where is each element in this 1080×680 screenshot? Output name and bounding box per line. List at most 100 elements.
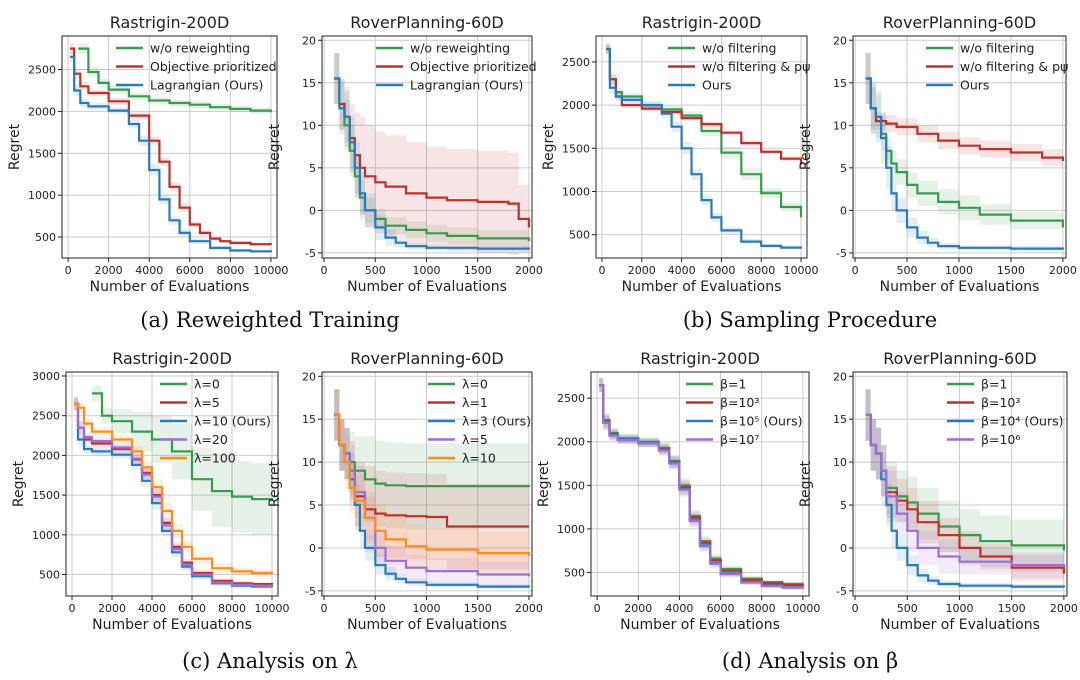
legend-label: λ=5 [194, 395, 220, 410]
legend-label: β=1 [720, 377, 746, 392]
series-band [74, 397, 272, 589]
y-tick-label: 10 [302, 119, 316, 132]
y-tick-label: 2000 [32, 449, 60, 462]
x-tick-label: 6000 [178, 602, 206, 615]
x-tick-label: 0 [594, 602, 601, 615]
legend-label: w/o reweighting [410, 41, 510, 56]
x-tick-label: 2000 [1050, 602, 1078, 615]
y-axis-label: Regret [7, 123, 23, 170]
y-tick-label: 10 [833, 119, 847, 132]
chart-title: RoverPlanning-60D [883, 349, 1036, 368]
y-tick-label: 1500 [562, 142, 590, 155]
legend-label: Ours [960, 78, 989, 93]
chart-panel-3: 0 2000 4000 6000 8000 10000 500 1000 1500 2000 250… [541, 13, 819, 295]
y-tick-label: 500 [35, 231, 56, 244]
y-axis-label: Regret [11, 460, 27, 507]
x-tick-label: 0 [69, 602, 76, 615]
y-tick-label: 10 [302, 456, 316, 469]
x-tick-label: 0 [852, 602, 859, 615]
legend-label: w/o filtering & pψ [960, 59, 1068, 74]
y-axis-label: Regret [267, 123, 283, 170]
legend-label: λ=1 [462, 395, 488, 410]
axes-frame [65, 371, 279, 597]
y-tick-label: 1500 [32, 489, 60, 502]
y-tick-label: 20 [833, 370, 847, 383]
chart-panel-2: 0 500 1000 1500 2000 -5 0 5 10 15 20 RoverPlanning-… [267, 13, 543, 295]
legend-label: β=10³ [981, 395, 1020, 410]
x-axis-label: Number of Evaluations [90, 279, 250, 295]
legend-label: λ=100 [194, 451, 236, 466]
series-band [606, 43, 801, 251]
x-tick-label: 8000 [216, 264, 244, 277]
series-line [92, 392, 274, 501]
x-tick-label: 1500 [998, 602, 1026, 615]
y-axis-label: Regret [267, 460, 283, 507]
x-tick-label: 1000 [945, 264, 973, 277]
plot-area [606, 43, 803, 251]
y-tick-label: 2500 [32, 410, 60, 423]
x-tick-label: 2000 [515, 264, 543, 277]
y-tick-label: 1000 [28, 189, 56, 202]
y-tick-label: -5 [836, 247, 847, 260]
x-tick-label: 8000 [748, 602, 776, 615]
legend-label: Lagrangian (Ours) [150, 78, 263, 93]
y-tick-label: 10 [833, 456, 847, 469]
chart-panel-1: 0 2000 4000 6000 8000 10000 500 1000 1500 2000 250… [7, 13, 288, 295]
chart-title: RoverPlanning-60D [883, 13, 1036, 32]
series-line [74, 402, 274, 575]
plot-area [865, 53, 1064, 252]
legend-label: λ=10 (Ours) [194, 414, 271, 429]
x-tick-label: 1500 [464, 264, 492, 277]
series-line [70, 47, 272, 246]
series-band [92, 385, 272, 536]
caption-c: (c) Analysis on λ [182, 649, 358, 673]
x-tick-label: 1000 [412, 264, 440, 277]
y-tick-label: 15 [302, 77, 316, 90]
x-tick-label: 0 [852, 264, 859, 277]
legend-label: λ=5 [462, 432, 488, 447]
series-band [599, 378, 803, 589]
axes-frame [852, 35, 1067, 259]
caption-b: (b) Sampling Procedure [682, 308, 938, 332]
legend-label: λ=20 [194, 432, 228, 447]
legend-label: w/o reweighting [150, 41, 250, 56]
series-band [74, 397, 272, 578]
x-tick-label: 2000 [1049, 264, 1077, 277]
x-axis-label: Number of Evaluations [880, 617, 1040, 633]
legend-label: λ=0 [194, 377, 220, 392]
chart-panel-5: 0 2000 4000 6000 8000 10000 500 1000 1500 2000 250… [11, 349, 290, 633]
axes-frame [852, 371, 1068, 597]
x-tick-label: 6000 [707, 264, 735, 277]
y-tick-label: 5 [840, 499, 847, 512]
axes-frame [61, 35, 278, 259]
series-band [865, 389, 1064, 577]
legend-label: λ=3 (Ours) [462, 414, 531, 429]
x-tick-label: 500 [897, 264, 918, 277]
chart-title: Rastrigin-200D [110, 13, 230, 32]
x-tick-label: 1500 [997, 264, 1025, 277]
x-tick-label: 2000 [98, 602, 126, 615]
axes-frame [595, 35, 808, 259]
legend-label: Objective prioritized [410, 59, 537, 74]
series-band [865, 389, 1064, 580]
x-tick-label: 2000 [95, 264, 123, 277]
x-tick-label: 2000 [624, 602, 652, 615]
caption-a: (a) Reweighted Training [140, 308, 400, 332]
plot-area [70, 43, 272, 254]
y-tick-label: 0 [840, 542, 847, 555]
y-tick-label: 1000 [32, 529, 60, 542]
y-tick-label: 15 [833, 413, 847, 426]
legend-label: β=10⁶ [981, 432, 1020, 447]
x-tick-label: 0 [598, 264, 605, 277]
chart-panel-4: 0 500 1000 1500 2000 -5 0 5 10 15 20 RoverPlanning-… [798, 13, 1077, 295]
series-band [599, 378, 803, 591]
x-tick-label: 10000 [255, 602, 290, 615]
caption-d: (d) Analysis on β [721, 649, 899, 673]
legend-label: β=10⁷ [720, 432, 759, 447]
legend-label: β=10⁵ (Ours) [720, 414, 803, 429]
legend-label: Lagrangian (Ours) [410, 78, 523, 93]
plot-area [74, 385, 274, 590]
series-band [599, 378, 803, 591]
x-tick-label: 4000 [665, 602, 693, 615]
y-tick-label: 0 [309, 204, 316, 217]
